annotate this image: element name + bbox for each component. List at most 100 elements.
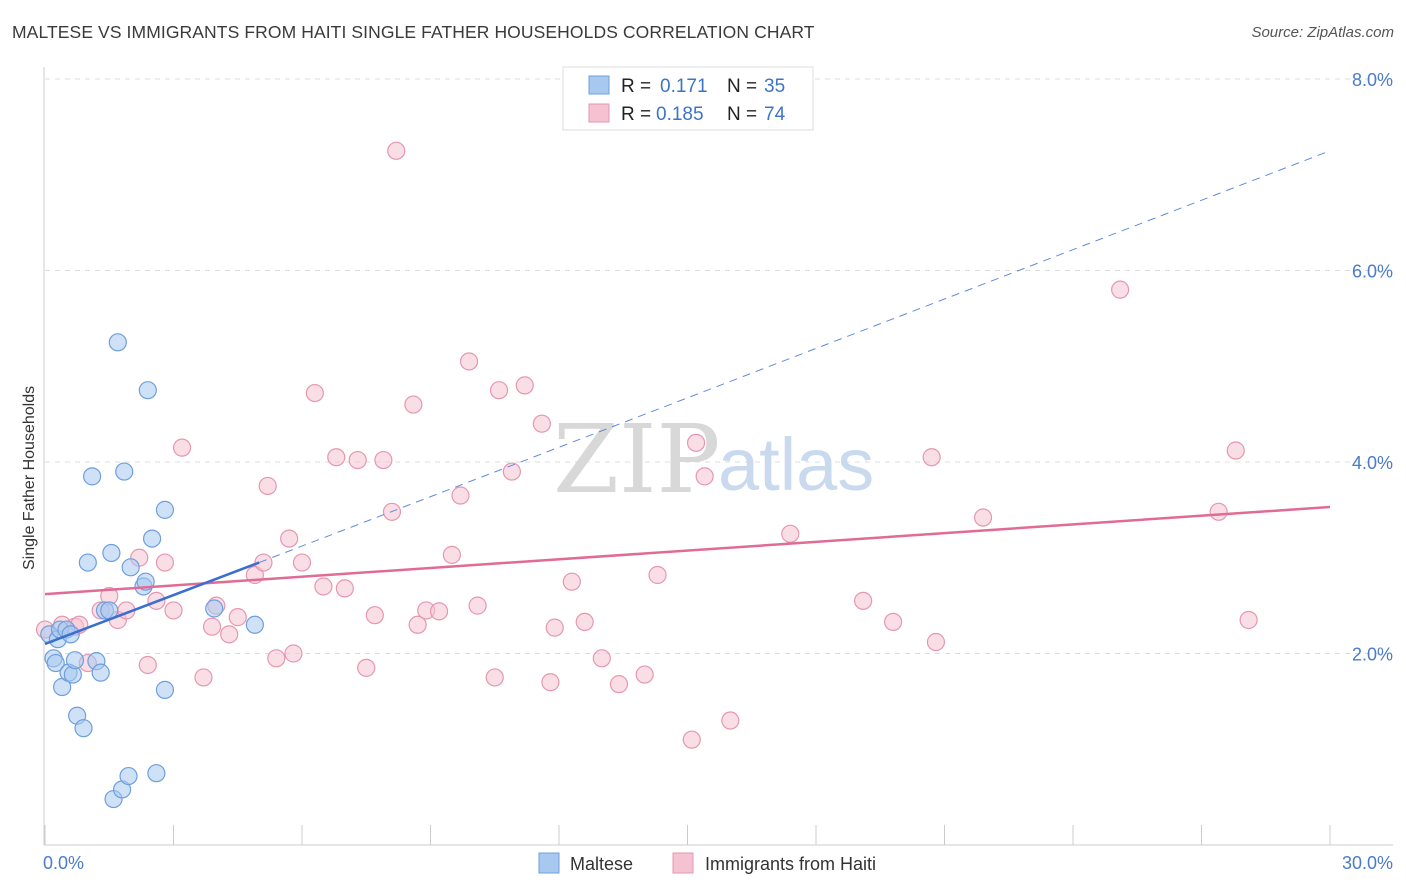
- haiti-point: [489, 381, 509, 400]
- haiti-point: [592, 649, 611, 668]
- haiti-point: [267, 649, 286, 668]
- haiti-point: [258, 476, 277, 496]
- haiti-point: [781, 524, 800, 543]
- haiti-point: [648, 565, 667, 585]
- maltese-point: [108, 333, 127, 352]
- maltese-point: [74, 719, 93, 738]
- haiti-point: [973, 508, 993, 527]
- trend-lines: [44, 150, 1331, 646]
- maltese-point: [142, 529, 162, 548]
- y-tick-label: 4.0%: [1352, 453, 1393, 473]
- haiti-point: [202, 617, 222, 636]
- haiti-point: [194, 668, 213, 687]
- haiti-point: [305, 383, 324, 403]
- haiti-point: [451, 486, 470, 505]
- haiti-point: [348, 450, 367, 470]
- haiti-point: [164, 601, 183, 620]
- maltese-point: [78, 553, 97, 572]
- watermark-zip: ZIP: [553, 405, 720, 515]
- y-tick-label: 8.0%: [1352, 70, 1393, 90]
- haiti-point: [485, 668, 504, 687]
- haiti-point: [541, 673, 560, 692]
- haiti-point: [609, 675, 629, 694]
- watermark: ZIP atlas: [553, 405, 874, 515]
- haiti-trend-line: [44, 505, 1331, 596]
- haiti-point: [357, 658, 376, 677]
- watermark-atlas: atlas: [718, 423, 874, 506]
- y-tick-label: 6.0%: [1352, 262, 1393, 282]
- maltese-point: [102, 543, 121, 563]
- maltese-point: [147, 764, 166, 783]
- haiti-point: [138, 655, 157, 675]
- series-haiti-points: [35, 141, 1258, 749]
- bottom-legend-haiti: Immigrants from Haiti: [705, 854, 876, 874]
- haiti-point: [575, 612, 594, 632]
- haiti-point: [682, 730, 701, 749]
- haiti-point: [459, 352, 479, 371]
- haiti-point: [883, 612, 903, 632]
- haiti-point: [1111, 280, 1130, 299]
- maltese-trend-line: [44, 561, 260, 646]
- haiti-point: [515, 376, 534, 395]
- source-credit: Source: ZipAtlas.com: [1251, 24, 1394, 41]
- maltese-point: [155, 500, 175, 519]
- haiti-point: [922, 448, 941, 467]
- legend-n-value-1: 35: [764, 76, 785, 97]
- haiti-point: [220, 625, 239, 644]
- chart-title: MALTESE VS IMMIGRANTS FROM HAITI SINGLE …: [12, 22, 815, 42]
- maltese-point: [119, 766, 138, 786]
- haiti-point: [532, 414, 551, 433]
- maltese-point: [83, 467, 102, 486]
- haiti-point: [442, 545, 462, 564]
- haiti-point: [926, 632, 946, 652]
- haiti-point: [562, 572, 581, 591]
- legend-swatch-maltese: [588, 75, 610, 95]
- x-tick-label-min: 0.0%: [43, 853, 84, 873]
- haiti-point: [387, 141, 406, 160]
- haiti-point: [1209, 502, 1228, 521]
- haiti-point: [721, 711, 740, 730]
- haiti-point: [695, 467, 714, 486]
- haiti-point: [374, 450, 393, 470]
- y-axis-label: Single Father Households: [21, 386, 38, 570]
- haiti-point: [292, 553, 312, 572]
- haiti-point: [408, 615, 427, 634]
- haiti-point: [314, 577, 333, 596]
- maltese-point: [121, 558, 140, 577]
- y-tick-labels: 2.0% 4.0% 6.0% 8.0%: [1352, 70, 1393, 665]
- haiti-point: [545, 618, 564, 637]
- haiti-point: [635, 665, 654, 684]
- haiti-point: [280, 529, 299, 548]
- legend-r-label-2: R =: [621, 104, 651, 125]
- haiti-point: [468, 596, 487, 615]
- maltese-point: [245, 615, 264, 634]
- legend-n-label-2: N =: [727, 104, 757, 125]
- legend-r-value-2: 0.185: [656, 104, 704, 125]
- axes: [43, 67, 1393, 846]
- bottom-legend-maltese: Maltese: [570, 854, 633, 874]
- maltese-point: [205, 599, 224, 618]
- haiti-point: [429, 602, 449, 621]
- haiti-point: [686, 433, 706, 452]
- legend-swatch-haiti: [588, 103, 610, 123]
- haiti-point: [327, 448, 346, 467]
- maltese-point: [155, 680, 175, 699]
- haiti-point: [172, 438, 192, 457]
- haiti-point: [254, 553, 273, 572]
- bottom-legend-swatch-maltese: [538, 852, 560, 874]
- series-maltese-points: [40, 333, 264, 809]
- haiti-point: [365, 606, 384, 625]
- haiti-point: [284, 644, 303, 663]
- bottom-legend: Maltese Immigrants from Haiti: [538, 852, 876, 874]
- legend-r-value-1: 0.171: [660, 76, 708, 97]
- haiti-point: [155, 553, 175, 572]
- legend-n-value-2: 74: [764, 104, 786, 125]
- haiti-point: [228, 608, 247, 627]
- maltese-point: [65, 651, 85, 670]
- legend-r-label-1: R =: [621, 76, 651, 97]
- legend-box: R = 0.171 N = 35 R = 0.185 N = 74: [562, 66, 814, 131]
- x-tick-label-max: 30.0%: [1342, 853, 1393, 873]
- legend-n-label-1: N =: [727, 76, 757, 97]
- maltese-point: [46, 653, 65, 673]
